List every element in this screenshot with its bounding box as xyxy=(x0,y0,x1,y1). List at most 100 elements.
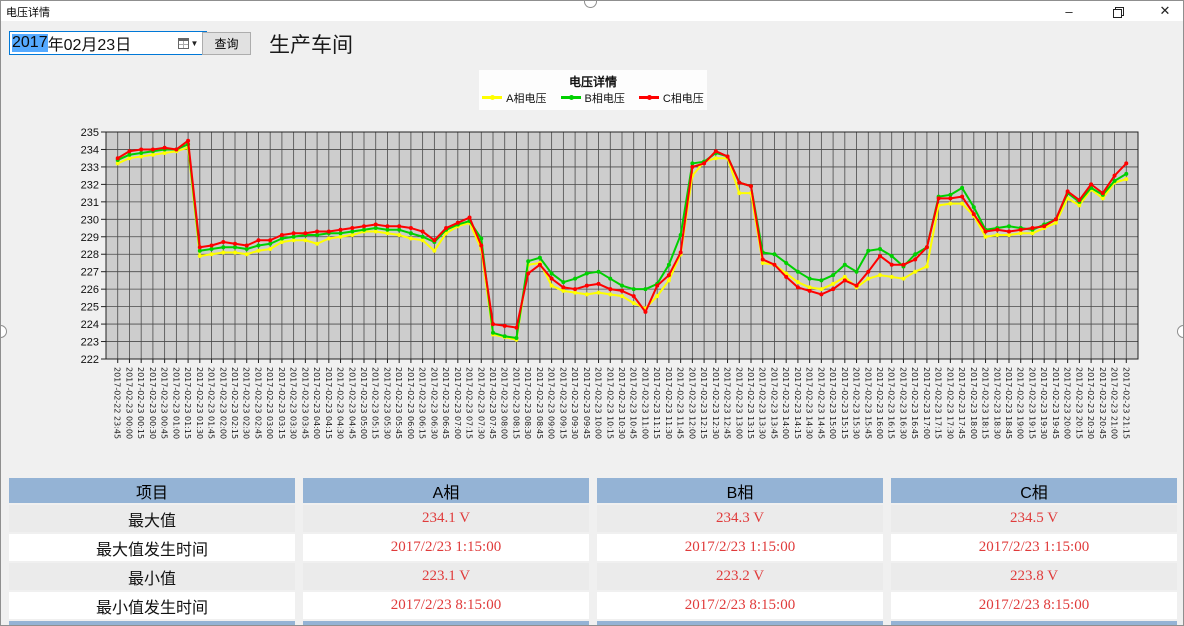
svg-text:2017-02-23 00:00: 2017-02-23 00:00 xyxy=(124,367,133,439)
svg-text:2017-02-23 10:00: 2017-02-23 10:00 xyxy=(594,367,603,439)
svg-text:2017-02-23 16:30: 2017-02-23 16:30 xyxy=(898,367,907,439)
svg-text:2017-02-23 03:30: 2017-02-23 03:30 xyxy=(289,367,298,439)
svg-text:2017-02-23 21:00: 2017-02-23 21:00 xyxy=(1110,367,1119,439)
svg-text:233: 233 xyxy=(81,162,99,174)
svg-text:2017-02-23 07:30: 2017-02-23 07:30 xyxy=(476,367,485,439)
svg-text:2017-02-23 12:45: 2017-02-23 12:45 xyxy=(723,367,732,439)
table-header-item: 项目 xyxy=(9,478,295,503)
table-header-phase-c: C相 xyxy=(891,478,1177,503)
svg-text:2017-02-23 01:45: 2017-02-23 01:45 xyxy=(207,367,216,439)
svg-text:2017-02-23 14:00: 2017-02-23 14:00 xyxy=(781,367,790,439)
svg-text:2017-02-23 19:00: 2017-02-23 19:00 xyxy=(1016,367,1025,439)
phase-b-line-marker xyxy=(560,95,581,100)
svg-text:2017-02-23 10:30: 2017-02-23 10:30 xyxy=(617,367,626,439)
svg-text:2017-02-23 19:30: 2017-02-23 19:30 xyxy=(1039,367,1048,439)
close-button[interactable]: ✕ xyxy=(1159,3,1171,18)
svg-text:2017-02-23 05:15: 2017-02-23 05:15 xyxy=(371,367,380,439)
legend-item-phase-c: C相电压 xyxy=(638,90,704,106)
svg-text:2017-02-23 05:45: 2017-02-23 05:45 xyxy=(394,367,403,439)
svg-text:2017-02-23 19:45: 2017-02-23 19:45 xyxy=(1051,367,1060,439)
svg-text:226: 226 xyxy=(81,284,99,296)
legend-label: A相电压 xyxy=(506,92,547,105)
svg-text:232: 232 xyxy=(81,179,99,191)
date-picker[interactable]: 2017 年02月23日 ▼ xyxy=(9,31,207,55)
query-button[interactable]: 查询 xyxy=(202,32,251,55)
svg-text:2017-02-23 09:45: 2017-02-23 09:45 xyxy=(582,367,591,439)
svg-text:2017-02-23 20:00: 2017-02-23 20:00 xyxy=(1063,367,1072,439)
row-label: 最大值 xyxy=(9,505,295,532)
min-value-c: 223.8 V xyxy=(891,563,1177,590)
calendar-icon xyxy=(177,37,189,49)
svg-text:2017-02-23 09:00: 2017-02-23 09:00 xyxy=(547,367,556,439)
min-time-a: 2017/2/23 8:15:00 xyxy=(303,592,589,619)
svg-text:2017-02-23 16:00: 2017-02-23 16:00 xyxy=(875,367,884,439)
svg-text:2017-02-23 13:30: 2017-02-23 13:30 xyxy=(758,367,767,439)
row-label: 最小值发生时间 xyxy=(9,592,295,619)
svg-text:2017-02-23 00:15: 2017-02-23 00:15 xyxy=(136,367,145,439)
max-value-c: 234.5 V xyxy=(891,505,1177,532)
svg-text:2017-02-23 17:30: 2017-02-23 17:30 xyxy=(945,367,954,439)
svg-text:2017-02-23 01:30: 2017-02-23 01:30 xyxy=(195,367,204,439)
min-time-c: 2017/2/23 8:15:00 xyxy=(891,592,1177,619)
svg-text:2017-02-23 02:30: 2017-02-23 02:30 xyxy=(242,367,251,439)
min-value-a: 223.1 V xyxy=(303,563,589,590)
chevron-down-icon: ▼ xyxy=(190,38,199,48)
calendar-dropdown-button[interactable]: ▼ xyxy=(174,35,202,51)
svg-text:2017-02-23 17:45: 2017-02-23 17:45 xyxy=(957,367,966,439)
voltage-line-chart: 222 223 224 225 226 227 228 229 230 231 232 233 234 2… xyxy=(81,127,1139,439)
min-value-b: 223.2 V xyxy=(597,563,883,590)
max-value-a: 234.1 V xyxy=(303,505,589,532)
svg-text:2017-02-23 03:00: 2017-02-23 03:00 xyxy=(265,367,274,439)
svg-text:2017-02-23 12:30: 2017-02-23 12:30 xyxy=(711,367,720,439)
restore-button[interactable] xyxy=(1107,3,1127,19)
svg-text:2017-02-23 11:15: 2017-02-23 11:15 xyxy=(652,367,661,439)
svg-text:2017-02-23 12:00: 2017-02-23 12:00 xyxy=(687,367,696,439)
svg-text:2017-02-23 20:45: 2017-02-23 20:45 xyxy=(1098,367,1107,439)
resize-handle-right[interactable] xyxy=(1177,325,1183,338)
svg-text:2017-02-23 19:15: 2017-02-23 19:15 xyxy=(1027,367,1036,439)
svg-text:2017-02-23 04:00: 2017-02-23 04:00 xyxy=(312,367,321,439)
row-label: 最小值 xyxy=(9,563,295,590)
titlebar: 电压详情 – ✕ xyxy=(1,1,1183,21)
svg-text:2017-02-23 04:45: 2017-02-23 04:45 xyxy=(347,367,356,439)
workshop-label: 生产车间 xyxy=(269,34,353,57)
next-table-header-strip xyxy=(1,621,1183,625)
svg-text:2017-02-23 00:45: 2017-02-23 00:45 xyxy=(160,367,169,439)
svg-text:2017-02-23 15:45: 2017-02-23 15:45 xyxy=(863,367,872,439)
svg-text:227: 227 xyxy=(81,267,99,279)
svg-text:2017-02-23 08:45: 2017-02-23 08:45 xyxy=(535,367,544,439)
date-rest-segment[interactable]: 年02月23日 xyxy=(47,37,132,54)
svg-text:229: 229 xyxy=(81,232,99,244)
svg-text:2017-02-23 14:30: 2017-02-23 14:30 xyxy=(805,367,814,439)
svg-text:2017-02-23 11:45: 2017-02-23 11:45 xyxy=(676,367,685,439)
svg-text:223: 223 xyxy=(81,337,99,349)
max-time-c: 2017/2/23 1:15:00 xyxy=(891,534,1177,561)
svg-text:2017-02-23 18:15: 2017-02-23 18:15 xyxy=(981,367,990,439)
table-header-phase-a: A相 xyxy=(303,478,589,503)
svg-text:2017-02-23 18:30: 2017-02-23 18:30 xyxy=(992,367,1001,439)
legend-title: 电压详情 xyxy=(568,74,617,89)
svg-text:2017-02-23 08:00: 2017-02-23 08:00 xyxy=(500,367,509,439)
svg-text:2017-02-23 08:15: 2017-02-23 08:15 xyxy=(511,367,520,439)
svg-text:2017-02-23 13:45: 2017-02-23 13:45 xyxy=(769,367,778,439)
svg-text:2017-02-23 11:00: 2017-02-23 11:00 xyxy=(640,367,649,439)
minimize-button[interactable]: – xyxy=(1065,3,1073,19)
svg-text:2017-02-23 01:15: 2017-02-23 01:15 xyxy=(183,367,192,439)
svg-text:2017-02-23 04:30: 2017-02-23 04:30 xyxy=(336,367,345,439)
legend-item-phase-b: B相电压 xyxy=(560,90,625,106)
date-year-segment[interactable]: 2017 xyxy=(12,34,48,52)
svg-text:2017-02-23 07:00: 2017-02-23 07:00 xyxy=(453,367,462,439)
svg-text:2017-02-23 07:45: 2017-02-23 07:45 xyxy=(488,367,497,439)
svg-text:2017-02-23 15:00: 2017-02-23 15:00 xyxy=(828,367,837,439)
svg-text:2017-02-23 13:15: 2017-02-23 13:15 xyxy=(746,367,755,439)
svg-text:2017-02-23 13:00: 2017-02-23 13:00 xyxy=(734,367,743,439)
svg-text:2017-02-23 14:15: 2017-02-23 14:15 xyxy=(793,367,802,439)
svg-text:2017-02-23 05:30: 2017-02-23 05:30 xyxy=(382,367,391,439)
svg-text:228: 228 xyxy=(81,249,99,261)
svg-text:2017-02-23 21:15: 2017-02-23 21:15 xyxy=(1121,367,1130,439)
svg-text:2017-02-23 02:15: 2017-02-23 02:15 xyxy=(230,367,239,439)
phase-a-line-marker xyxy=(482,95,503,100)
table-header-phase-b: B相 xyxy=(597,478,883,503)
svg-text:2017-02-23 17:00: 2017-02-23 17:00 xyxy=(922,367,931,439)
